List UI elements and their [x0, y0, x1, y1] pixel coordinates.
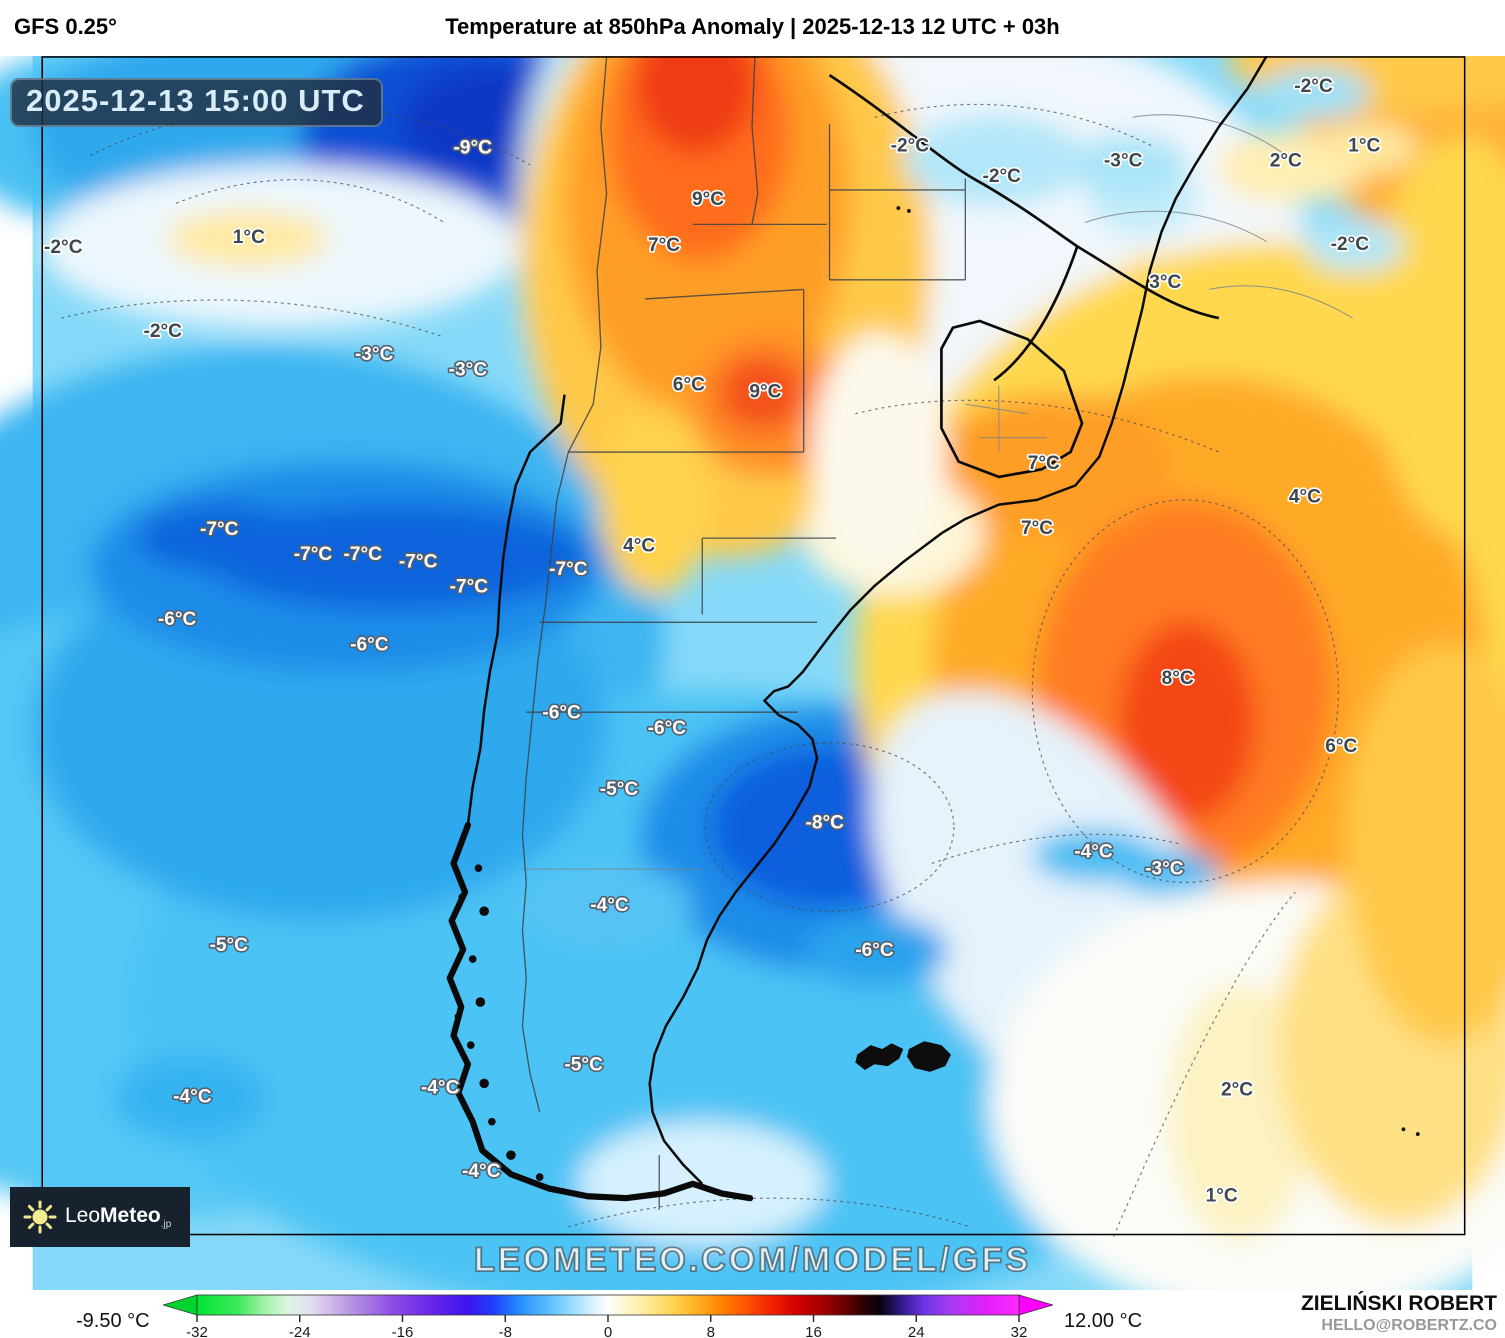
- contour-label: -7°C: [200, 519, 239, 540]
- contour-label: 2°C: [1221, 1080, 1253, 1101]
- contour-label: -2°C: [1331, 234, 1370, 255]
- credit-name: ZIELIŃSKI ROBERT: [1300, 1292, 1497, 1315]
- contour-label: 1°C: [1348, 135, 1380, 156]
- contour-dashes: [61, 103, 1339, 1237]
- credit-email: HELLO@ROBERTZ.CO: [1321, 1317, 1497, 1334]
- contour-label: 9°C: [692, 189, 724, 210]
- contour-label: -2°C: [1294, 76, 1333, 97]
- contour-label: -6°C: [648, 718, 687, 739]
- contour-label: -4°C: [421, 1078, 460, 1099]
- contour-label: -7°C: [294, 544, 333, 565]
- contour-label: -2°C: [982, 166, 1021, 187]
- contour-label: 9°C: [749, 381, 781, 402]
- contour-label: 2°C: [1270, 151, 1302, 172]
- contour-label: -4°C: [590, 895, 629, 916]
- contour-label: 1°C: [1206, 1186, 1238, 1207]
- contour-label: 4°C: [623, 535, 655, 556]
- map-title: Temperature at 850hPa Anomaly | 2025-12-…: [445, 14, 1060, 39]
- logo-text: LeoMeteo.jp: [65, 1203, 172, 1231]
- colorbar-gradient: [196, 1294, 1020, 1316]
- contour-label: -2°C: [144, 321, 183, 342]
- contour-labels: -9°C 1°C -2°C -2°C -3°C -3°C 9°C 7°C -2°C -2°C -3°…: [42, 74, 1382, 1208]
- contour-label: -3°C: [1104, 151, 1143, 172]
- watermark: LEOMETEO.COM/MODEL/GFS: [473, 1240, 1032, 1280]
- colorbar: -32 -24 -16 -8 0 8 16 24 32: [163, 1294, 1053, 1338]
- falkland-west-island: [855, 1043, 904, 1070]
- colorbar-tick-label: -16: [392, 1324, 414, 1338]
- contour-label: 3°C: [1149, 272, 1181, 293]
- contour-label: -8°C: [805, 813, 844, 834]
- colorbar-ticks: -32 -24 -16 -8 0 8 16 24 32: [186, 1315, 1027, 1338]
- fjord-islets: [454, 864, 544, 1181]
- contour-label: 4°C: [1289, 486, 1321, 507]
- colorbar-tick-label: 8: [707, 1324, 715, 1338]
- colorbar-tick-label: -8: [499, 1324, 512, 1338]
- contour-label: -4°C: [1074, 841, 1113, 862]
- contour-label: -3°C: [1145, 859, 1184, 880]
- country-borders: [521, 56, 1354, 1210]
- contour-label: -3°C: [449, 359, 488, 380]
- anomaly-field: [0, 56, 1505, 1290]
- coastlines: [446, 56, 1420, 1202]
- colorbar-tick-label: 16: [805, 1324, 822, 1338]
- anomaly-map: -9°C 1°C -2°C -2°C -3°C -3°C 9°C 7°C -2°C -2°C -3°…: [0, 56, 1505, 1290]
- model-name: GFS 0.25°: [14, 14, 117, 39]
- contour-label: -4°C: [462, 1161, 501, 1182]
- colorbar-tick-label: 24: [908, 1324, 925, 1338]
- falkland-east-island: [906, 1041, 951, 1072]
- contour-label: -6°C: [158, 609, 197, 630]
- header-bar: GFS 0.25° Temperature at 850hPa Anomaly …: [0, 0, 1505, 56]
- contour-label: 7°C: [648, 235, 680, 256]
- leometeo-logo: LeoMeteo.jp: [10, 1187, 190, 1247]
- contour-label: -9°C: [453, 137, 492, 158]
- colorbar-tick-label: 0: [604, 1324, 612, 1338]
- contour-label: -7°C: [343, 544, 382, 565]
- contour-label: -3°C: [355, 344, 394, 365]
- contour-label: -4°C: [173, 1086, 212, 1107]
- contour-label: -7°C: [450, 576, 489, 597]
- colorbar-tick-label: 32: [1011, 1324, 1028, 1338]
- contour-label: -2°C: [44, 237, 83, 258]
- contour-label: -7°C: [549, 559, 588, 580]
- map-frame: [41, 56, 1466, 1236]
- colorbar-min-label: -9.50 °C: [76, 1310, 150, 1332]
- contour-label: -5°C: [210, 935, 249, 956]
- contour-label: -6°C: [542, 703, 581, 724]
- contour-label: -7°C: [399, 552, 438, 573]
- colorbar-tick-label: -24: [289, 1324, 311, 1338]
- timestamp-text: 2025-12-13 15:00 UTC: [26, 83, 365, 118]
- timestamp-badge: 2025-12-13 15:00 UTC: [10, 78, 383, 127]
- contour-label: 7°C: [1028, 453, 1060, 474]
- contour-label: 7°C: [1021, 518, 1053, 539]
- contour-label: 1°C: [233, 227, 265, 248]
- colorbar-right-arrow: [1018, 1294, 1053, 1316]
- contour-label: -5°C: [600, 779, 639, 800]
- colorbar-left-arrow: [163, 1294, 198, 1316]
- sun-icon: [23, 1200, 57, 1234]
- map-area: -9°C 1°C -2°C -2°C -3°C -3°C 9°C 7°C -2°C -2°C -3°…: [0, 56, 1505, 1290]
- contour-label: -5°C: [564, 1055, 603, 1076]
- contour-label: -6°C: [350, 635, 389, 656]
- contour-label: -2°C: [891, 135, 930, 156]
- colorbar-footer: -9.50 °C: [0, 1290, 1505, 1338]
- contour-label: -6°C: [855, 940, 894, 961]
- colorbar-max-label: 12.00 °C: [1064, 1310, 1143, 1332]
- contour-label: 6°C: [673, 375, 705, 396]
- contour-label: 6°C: [1325, 736, 1357, 757]
- contour-label: 8°C: [1162, 668, 1194, 689]
- colorbar-tick-label: -32: [186, 1324, 208, 1338]
- city-dots: [896, 206, 1420, 1136]
